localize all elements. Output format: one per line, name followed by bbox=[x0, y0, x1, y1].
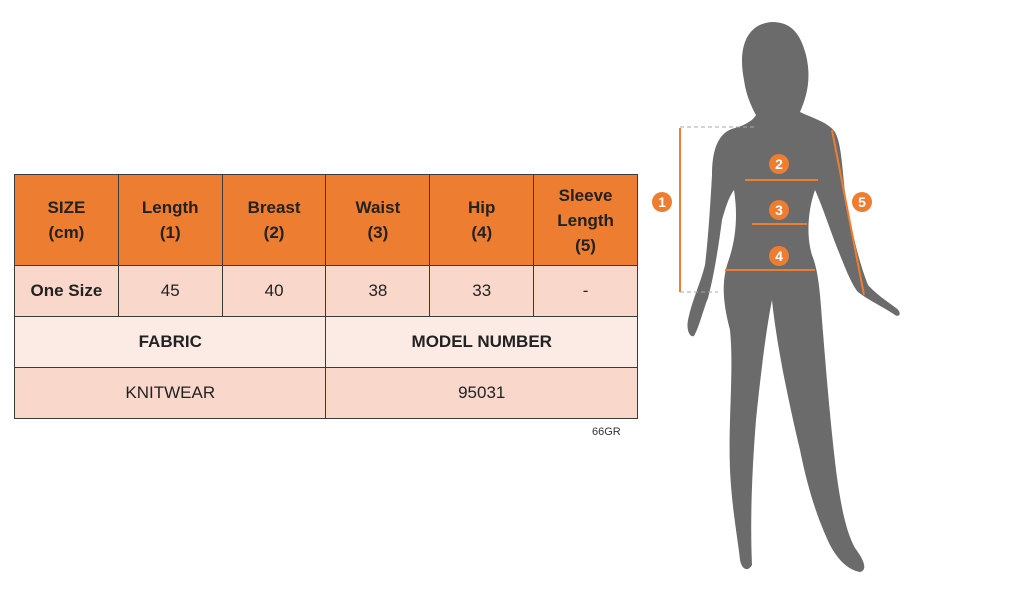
marker-1 bbox=[652, 192, 672, 212]
model-number-label: MODEL NUMBER bbox=[325, 316, 638, 368]
info-header-row: FABRIC MODEL NUMBER bbox=[13, 316, 638, 368]
marker-label: 4 bbox=[775, 248, 783, 264]
marker-4 bbox=[769, 246, 789, 266]
cell-sleeve: - bbox=[533, 265, 638, 317]
header-waist: Waist (3) bbox=[325, 174, 431, 266]
header-sleeve-length: Sleeve Length (5) bbox=[533, 174, 638, 266]
header-length: Length (1) bbox=[117, 174, 223, 266]
cell-waist: 38 bbox=[325, 265, 431, 317]
measurement-guides bbox=[679, 128, 865, 296]
marker-label: 5 bbox=[858, 194, 866, 210]
header-text: Length bbox=[557, 210, 614, 230]
header-text: Waist bbox=[355, 198, 401, 217]
header-text: Sleeve bbox=[558, 185, 613, 205]
header-text: SIZE bbox=[47, 198, 86, 217]
info-value-row: KNITWEAR 95031 bbox=[13, 367, 638, 419]
header-row: SIZE (cm) Length (1) Breast (2) Waist (3) Hi… bbox=[14, 174, 638, 266]
header-text: (cm) bbox=[48, 223, 85, 242]
header-text: (3) bbox=[367, 223, 389, 242]
header-text: Length bbox=[141, 198, 199, 217]
header-breast: Breast (2) bbox=[221, 174, 327, 266]
cell-size: One Size bbox=[14, 265, 119, 317]
marker-3 bbox=[769, 200, 789, 220]
marker-2 bbox=[769, 154, 789, 174]
body-measurement-figure: 1 2 3 4 5 bbox=[652, 22, 900, 572]
marker-5 bbox=[852, 192, 872, 212]
woman-silhouette bbox=[687, 22, 900, 572]
product-code: 66GR bbox=[592, 426, 621, 438]
header-hip: Hip (4) bbox=[429, 174, 535, 266]
header-text: (4) bbox=[471, 223, 493, 242]
sleeve-arrow bbox=[831, 129, 865, 296]
header-text: (2) bbox=[263, 223, 285, 242]
model-number-value: 95031 bbox=[325, 367, 638, 419]
cell-length: 45 bbox=[117, 265, 223, 317]
marker-label: 1 bbox=[658, 194, 666, 210]
header-text: (5) bbox=[575, 235, 596, 255]
marker-label: 2 bbox=[775, 156, 783, 172]
marker-label: 3 bbox=[775, 202, 783, 218]
size-chart-table: SIZE (cm) Length (1) Breast (2) Waist (3) Hi… bbox=[13, 174, 638, 419]
header-text: Hip bbox=[468, 198, 496, 217]
guide-dashes bbox=[680, 126, 755, 293]
cell-breast: 40 bbox=[221, 265, 327, 317]
header-text: Breast bbox=[247, 198, 301, 217]
size-row: One Size 45 40 38 33 - bbox=[14, 265, 638, 317]
fabric-label: FABRIC bbox=[13, 316, 327, 368]
fabric-value: KNITWEAR bbox=[13, 367, 327, 419]
cell-hip: 33 bbox=[429, 265, 535, 317]
header-size: SIZE (cm) bbox=[14, 174, 119, 266]
header-text: (1) bbox=[159, 223, 181, 242]
